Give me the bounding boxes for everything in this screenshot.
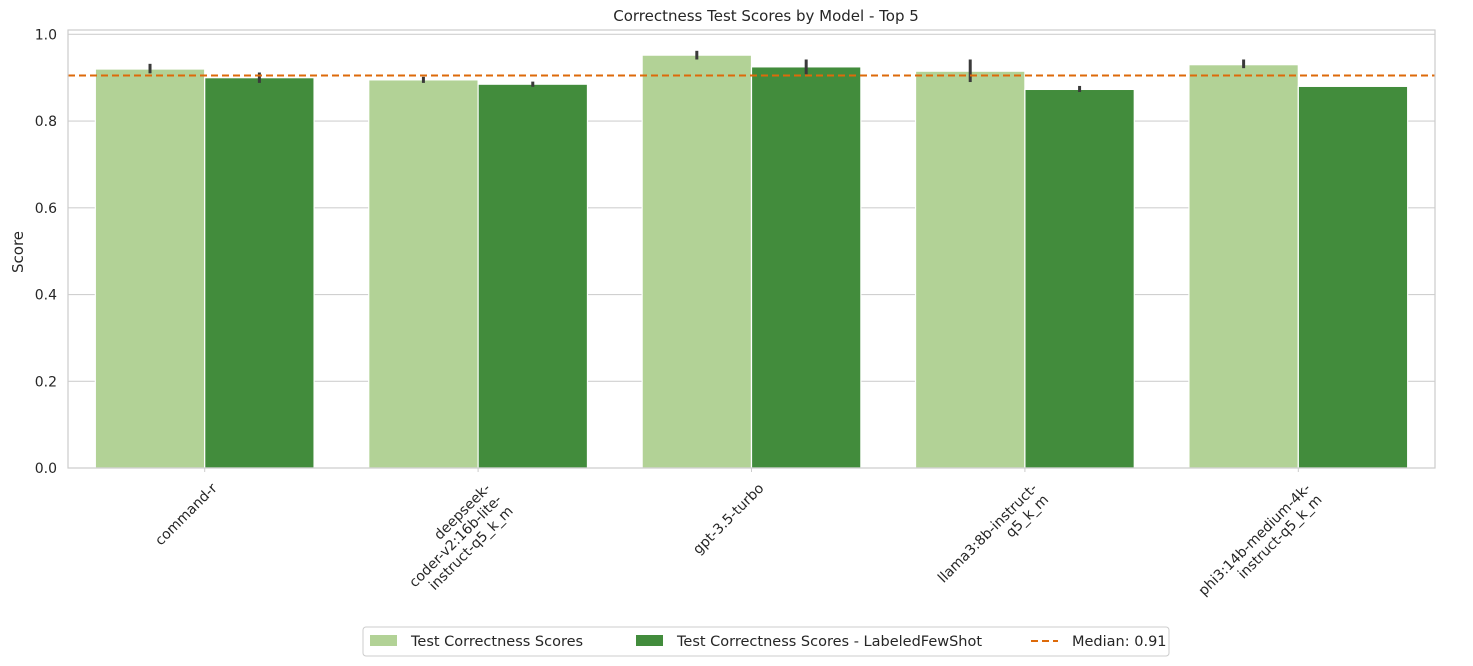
y-tick-label: 1.0 bbox=[35, 27, 57, 43]
bar bbox=[1188, 64, 1299, 469]
legend-box bbox=[362, 626, 1170, 657]
legend-label: Median: 0.91 bbox=[1072, 634, 1167, 650]
y-tick-labels: 0.0 0.2 0.4 0.6 0.8 1.0 bbox=[35, 27, 57, 477]
bar bbox=[641, 54, 753, 469]
chart-title: Correctness Test Scores by Model - Top 5 bbox=[613, 7, 919, 25]
y-axis-label: Score bbox=[9, 231, 27, 273]
y-tick-label: 0.2 bbox=[35, 374, 57, 390]
y-tick-label: 0.0 bbox=[35, 461, 57, 477]
bar bbox=[477, 83, 589, 469]
legend-swatch bbox=[636, 635, 663, 646]
bars bbox=[94, 54, 1409, 469]
bar bbox=[914, 70, 1026, 469]
y-tick-label: 0.4 bbox=[35, 288, 57, 304]
legend-swatch bbox=[370, 635, 397, 646]
bar bbox=[94, 68, 206, 469]
legend-label: Test Correctness Scores bbox=[410, 634, 583, 650]
bar bbox=[204, 77, 315, 469]
y-tick-label: 0.6 bbox=[35, 201, 57, 217]
legend-label: Test Correctness Scores - LabeledFewShot bbox=[676, 634, 982, 650]
y-tick-label: 0.8 bbox=[35, 114, 57, 130]
error-bars bbox=[148, 50, 1246, 93]
bar bbox=[750, 66, 862, 469]
bar bbox=[1297, 85, 1409, 469]
bar bbox=[1024, 88, 1135, 469]
legend: Test Correctness Scores Test Correctness … bbox=[362, 626, 1170, 657]
bar bbox=[368, 79, 479, 469]
